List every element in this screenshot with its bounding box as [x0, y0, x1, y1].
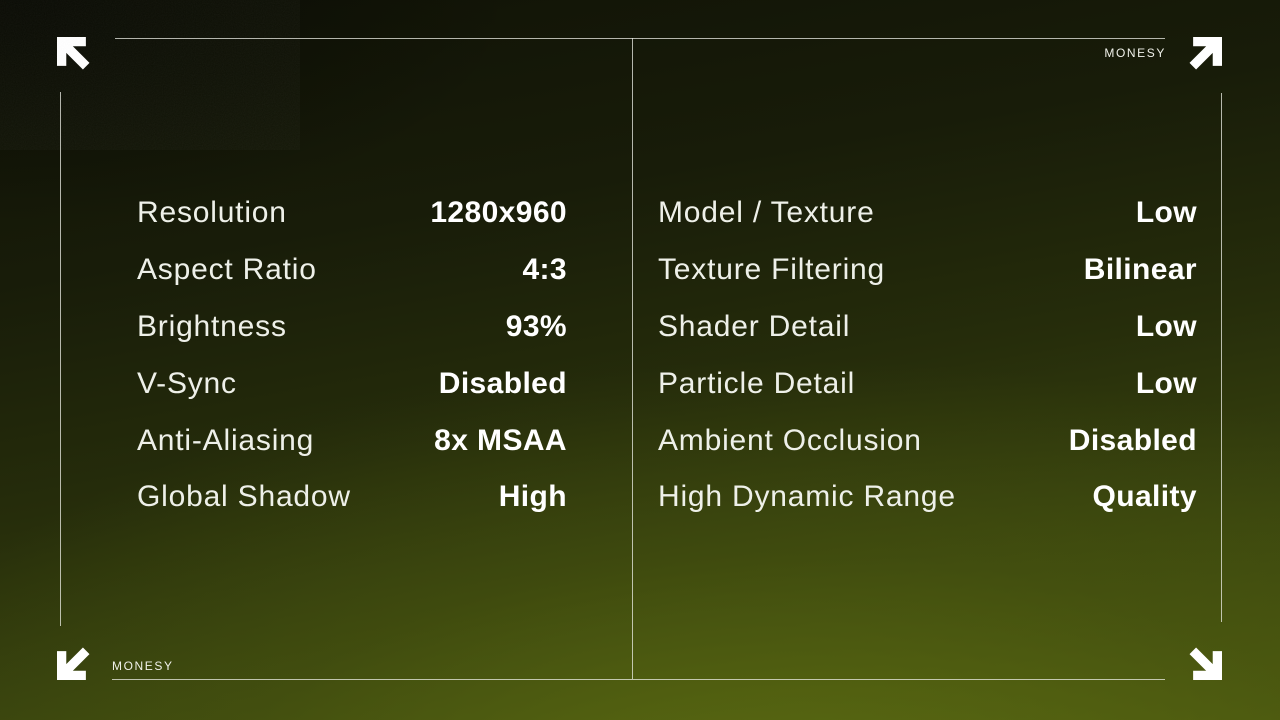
setting-label: Texture Filtering	[658, 253, 886, 287]
setting-row-resolution: Resolution 1280x960	[137, 185, 567, 242]
setting-value: Low	[1135, 366, 1197, 400]
setting-label: Resolution	[137, 196, 287, 230]
frame-line-top	[115, 38, 1165, 39]
setting-value: 1280x960	[430, 196, 567, 230]
setting-row-high-dynamic-range: High Dynamic Range Quality	[658, 469, 1197, 526]
setting-value: Low	[1135, 309, 1197, 343]
setting-label: High Dynamic Range	[658, 480, 956, 514]
setting-label: Shader Detail	[658, 309, 851, 343]
frame-line-right	[1221, 93, 1222, 622]
arrow-up-right-icon	[1189, 37, 1222, 70]
setting-value: 93%	[505, 309, 567, 343]
arrow-up-left-icon	[57, 37, 90, 70]
setting-value: Disabled	[1068, 423, 1197, 457]
film-grain-overlay	[0, 0, 300, 150]
brand-label-top-right: MONESY	[1104, 46, 1166, 60]
setting-value: High	[498, 480, 567, 514]
setting-row-shader-detail: Shader Detail Low	[658, 299, 1197, 356]
setting-row-particle-detail: Particle Detail Low	[658, 355, 1197, 412]
setting-label: Brightness	[137, 309, 287, 343]
setting-label: Aspect Ratio	[137, 253, 317, 287]
setting-label: Particle Detail	[658, 366, 856, 400]
frame-line-bottom	[112, 679, 1165, 680]
setting-label: Global Shadow	[137, 480, 351, 514]
setting-row-brightness: Brightness 93%	[137, 299, 567, 356]
setting-row-global-shadow: Global Shadow High	[137, 469, 567, 526]
setting-value: 4:3	[522, 253, 567, 287]
setting-value: Bilinear	[1083, 253, 1197, 287]
frame-line-left	[60, 92, 61, 626]
arrow-down-right-icon	[1189, 647, 1222, 680]
column-divider-line	[632, 38, 633, 679]
setting-label: V-Sync	[137, 366, 237, 400]
setting-label: Anti-Aliasing	[137, 423, 315, 457]
setting-row-anti-aliasing: Anti-Aliasing 8x MSAA	[137, 412, 567, 469]
settings-column-video: Resolution 1280x960 Aspect Ratio 4:3 Bri…	[137, 185, 567, 526]
setting-label: Model / Texture	[658, 196, 875, 230]
arrow-down-left-icon	[57, 647, 90, 680]
setting-value: 8x MSAA	[434, 423, 567, 457]
setting-label: Ambient Occlusion	[658, 423, 922, 457]
setting-row-aspect-ratio: Aspect Ratio 4:3	[137, 242, 567, 299]
setting-value: Disabled	[438, 366, 567, 400]
setting-row-texture-filtering: Texture Filtering Bilinear	[658, 242, 1197, 299]
settings-column-quality: Model / Texture Low Texture Filtering Bi…	[658, 185, 1197, 526]
brand-label-bottom-left: MONESY	[112, 659, 174, 673]
setting-value: Low	[1135, 196, 1197, 230]
setting-row-model-texture: Model / Texture Low	[658, 185, 1197, 242]
setting-row-vsync: V-Sync Disabled	[137, 355, 567, 412]
setting-value: Quality	[1092, 480, 1197, 514]
setting-row-ambient-occlusion: Ambient Occlusion Disabled	[658, 412, 1197, 469]
